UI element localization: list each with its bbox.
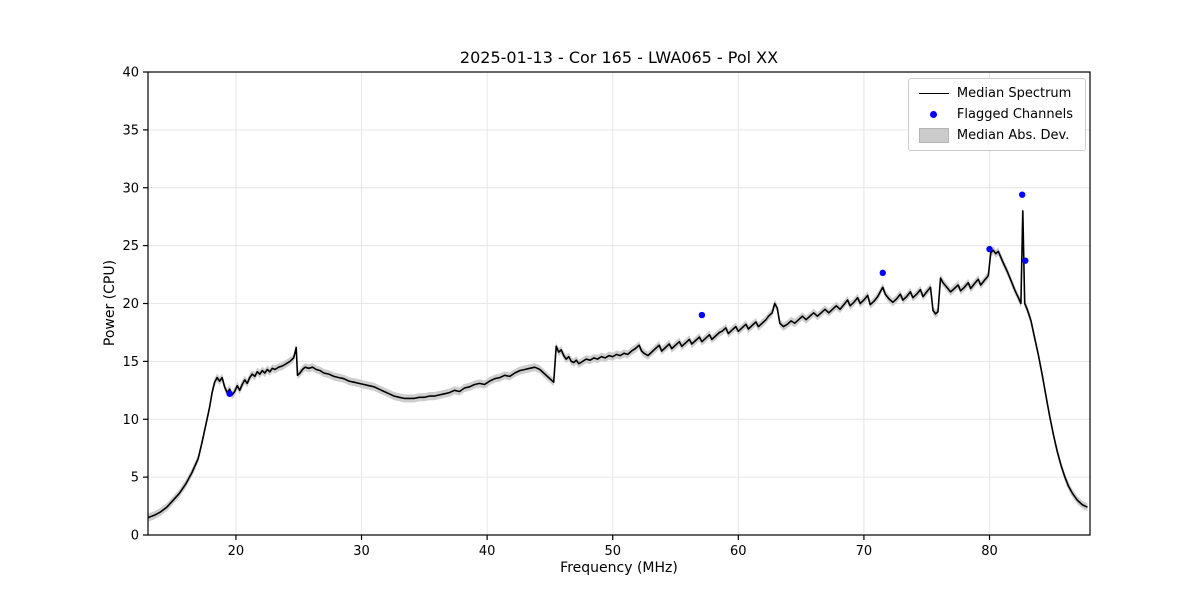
chart-title: 2025-01-13 - Cor 165 - LWA065 - Pol XX bbox=[459, 48, 779, 67]
legend-item-median-abs-dev: Median Abs. Dev. bbox=[918, 128, 1073, 143]
y-tick-label: 40 bbox=[122, 66, 139, 81]
legend-item-flagged-channels: Flagged Channels bbox=[919, 107, 1073, 122]
flagged-channel-dot bbox=[986, 245, 993, 253]
flagged-channels-dot-icon bbox=[919, 111, 949, 118]
flagged-channel-dot bbox=[1018, 191, 1026, 198]
x-tick-label: 40 bbox=[479, 544, 496, 559]
flagged-channel-dot bbox=[698, 311, 706, 319]
x-tick-label: 60 bbox=[730, 544, 747, 559]
x-tick-label: 50 bbox=[604, 544, 621, 559]
y-tick-label: 25 bbox=[122, 239, 139, 254]
legend: Median Spectrum Flagged Channels Median … bbox=[907, 78, 1086, 151]
legend-label: Median Abs. Dev. bbox=[956, 128, 1070, 143]
median-spectrum-line bbox=[147, 210, 1088, 519]
median-spectrum-line-icon bbox=[918, 93, 949, 94]
y-axis-label: Power (CPU) bbox=[102, 259, 118, 347]
legend-item-median-spectrum: Median Spectrum bbox=[918, 86, 1073, 101]
flagged-channel-dot bbox=[1022, 257, 1029, 264]
x-tick-label: 80 bbox=[981, 544, 998, 559]
y-tick-label: 20 bbox=[122, 297, 139, 312]
median-abs-dev-band bbox=[148, 206, 1088, 522]
flagged-channels bbox=[226, 191, 1029, 397]
median-abs-dev-patch-icon bbox=[918, 128, 949, 143]
x-tick-label: 20 bbox=[228, 544, 245, 559]
flagged-channel-dot bbox=[226, 390, 233, 397]
x-tick-label: 30 bbox=[353, 544, 370, 559]
x-axis-label: Frequency (MHz) bbox=[560, 560, 678, 576]
axis-ticks: 20 30 40 50 60 70 80 0 5 10 15 20 25 30 35 40 bbox=[122, 66, 997, 560]
y-tick-label: 15 bbox=[122, 355, 139, 370]
legend-label: Flagged Channels bbox=[956, 107, 1073, 122]
y-tick-label: 35 bbox=[122, 123, 139, 138]
flagged-channel-dot bbox=[879, 269, 886, 277]
y-tick-label: 10 bbox=[122, 413, 139, 428]
y-tick-label: 30 bbox=[122, 181, 139, 196]
y-tick-label: 0 bbox=[131, 529, 139, 544]
y-tick-label: 5 bbox=[131, 471, 139, 486]
x-tick-label: 70 bbox=[856, 544, 873, 559]
legend-label: Median Spectrum bbox=[956, 86, 1072, 101]
